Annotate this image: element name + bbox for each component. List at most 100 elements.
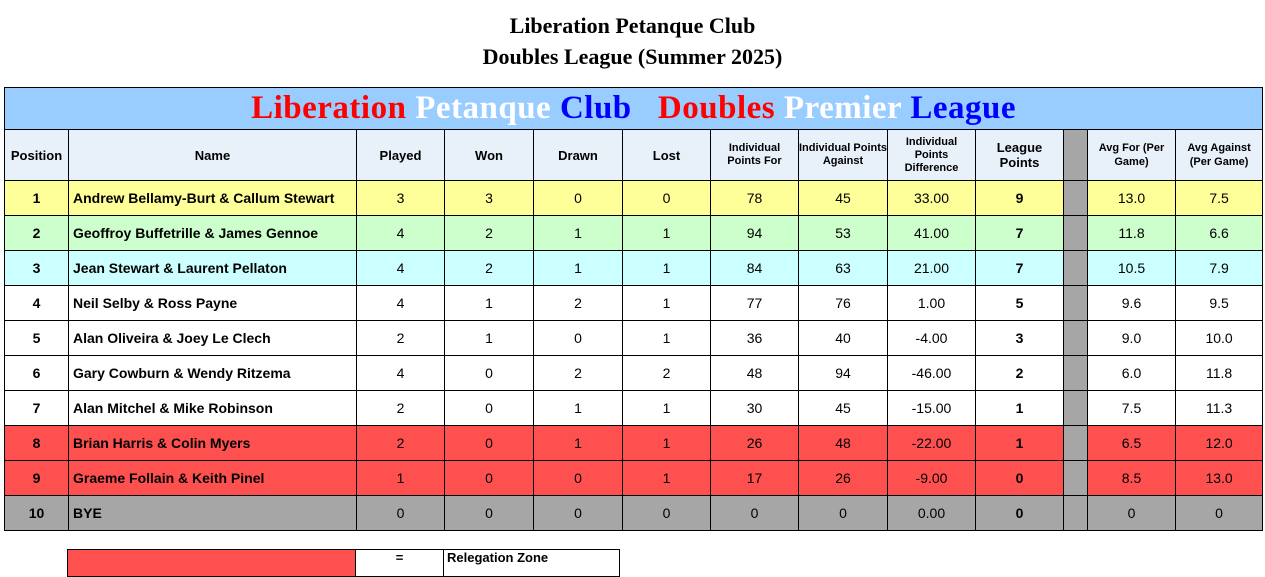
cell-avg-against: 6.6 (1174, 215, 1264, 251)
cell-avg-for: 13.0 (1087, 180, 1176, 216)
cell-league-points: 1 (975, 390, 1064, 426)
cell-league-points: 0 (975, 495, 1064, 531)
banner-word: Club (559, 90, 632, 126)
column-separator (1063, 355, 1088, 391)
cell-points-for: 77 (710, 285, 799, 321)
cell-drawn: 1 (533, 390, 623, 426)
cell-points-for: 84 (710, 250, 799, 286)
cell-avg-against: 10.0 (1174, 320, 1264, 356)
cell-avg-against: 13.0 (1174, 460, 1264, 496)
header-won: Won (444, 129, 534, 181)
cell-won: 0 (444, 355, 534, 391)
column-separator (1063, 285, 1088, 321)
cell-position: 8 (4, 425, 69, 461)
cell-avg-against: 7.9 (1174, 250, 1264, 286)
column-separator (1063, 320, 1088, 356)
legend-swatch (67, 549, 356, 577)
header-avg-against: Avg Against (Per Game) (1174, 129, 1264, 181)
column-separator (1063, 250, 1088, 286)
cell-lost: 1 (622, 425, 711, 461)
league-table: Liberation Petanque Club Doubles Premier… (3, 87, 1264, 531)
cell-lost: 1 (622, 390, 711, 426)
cell-difference: 0.00 (887, 495, 976, 531)
cell-drawn: 1 (533, 215, 623, 251)
header-lost: Lost (622, 129, 711, 181)
cell-avg-against: 7.5 (1174, 180, 1264, 216)
cell-won: 1 (444, 320, 534, 356)
cell-won: 2 (444, 250, 534, 286)
column-separator (1063, 129, 1088, 181)
table-row: 6 Gary Cowburn & Wendy Ritzema 4 0 2 2 48 94 -46… (4, 355, 1264, 391)
cell-league-points: 7 (975, 215, 1064, 251)
cell-drawn: 0 (533, 460, 623, 496)
cell-played: 2 (356, 425, 445, 461)
cell-lost: 0 (622, 495, 711, 531)
column-separator (1063, 460, 1088, 496)
cell-won: 0 (444, 390, 534, 426)
cell-avg-for: 11.8 (1087, 215, 1176, 251)
cell-difference: 41.00 (887, 215, 976, 251)
cell-points-against: 94 (798, 355, 888, 391)
cell-points-against: 45 (798, 390, 888, 426)
header-points-difference: Individual Points Difference (887, 129, 976, 181)
cell-position: 7 (4, 390, 69, 426)
cell-name: Graeme Follain & Keith Pinel (68, 460, 357, 496)
cell-played: 4 (356, 285, 445, 321)
cell-name: BYE (68, 495, 357, 531)
cell-drawn: 2 (533, 355, 623, 391)
document-title: Liberation Petanque Club Doubles League … (0, 10, 1265, 72)
league-banner: Liberation Petanque Club Doubles Premier… (3, 87, 1264, 130)
cell-lost: 2 (622, 355, 711, 391)
cell-points-for: 0 (710, 495, 799, 531)
cell-played: 4 (356, 215, 445, 251)
cell-avg-against: 0 (1174, 495, 1264, 531)
cell-position: 6 (4, 355, 69, 391)
cell-points-against: 40 (798, 320, 888, 356)
cell-position: 4 (4, 285, 69, 321)
table-row: 10 BYE 0 0 0 0 0 0 0.00 0 0 0 (4, 495, 1264, 531)
cell-league-points: 5 (975, 285, 1064, 321)
header-name: Name (68, 129, 357, 181)
cell-points-against: 45 (798, 180, 888, 216)
cell-difference: -9.00 (887, 460, 976, 496)
cell-avg-for: 10.5 (1087, 250, 1176, 286)
cell-played: 4 (356, 250, 445, 286)
cell-name: Alan Mitchel & Mike Robinson (68, 390, 357, 426)
table-row: 4 Neil Selby & Ross Payne 4 1 2 1 77 76 1.00 5 9.6… (4, 285, 1264, 321)
cell-won: 1 (444, 285, 534, 321)
cell-points-for: 26 (710, 425, 799, 461)
cell-difference: 33.00 (887, 180, 976, 216)
cell-avg-for: 8.5 (1087, 460, 1176, 496)
table-row: 7 Alan Mitchel & Mike Robinson 2 0 1 1 30 45 -15… (4, 390, 1264, 426)
cell-points-for: 36 (710, 320, 799, 356)
cell-lost: 1 (622, 320, 711, 356)
banner-word: Premier (783, 90, 902, 126)
cell-name: Brian Harris & Colin Myers (68, 425, 357, 461)
cell-position: 5 (4, 320, 69, 356)
column-separator (1063, 425, 1088, 461)
cell-league-points: 3 (975, 320, 1064, 356)
table-row: 1 Andrew Bellamy-Burt & Callum Stewart 3 3 0… (4, 180, 1264, 216)
cell-points-against: 76 (798, 285, 888, 321)
cell-points-against: 0 (798, 495, 888, 531)
header-avg-for: Avg For (Per Game) (1087, 129, 1176, 181)
cell-lost: 0 (622, 180, 711, 216)
cell-drawn: 1 (533, 250, 623, 286)
cell-avg-against: 11.8 (1174, 355, 1264, 391)
table-row: 9 Graeme Follain & Keith Pinel 1 0 0 1 17 26 -9.… (4, 460, 1264, 496)
cell-name: Alan Oliveira & Joey Le Clech (68, 320, 357, 356)
cell-drawn: 0 (533, 320, 623, 356)
title-line-2: Doubles League (Summer 2025) (482, 44, 783, 69)
cell-difference: 1.00 (887, 285, 976, 321)
cell-name: Andrew Bellamy-Burt & Callum Stewart (68, 180, 357, 216)
cell-won: 0 (444, 460, 534, 496)
cell-played: 4 (356, 355, 445, 391)
table-row: 5 Alan Oliveira & Joey Le Clech 2 1 0 1 36 40 -4… (4, 320, 1264, 356)
banner-word: Doubles (657, 90, 776, 126)
cell-points-against: 26 (798, 460, 888, 496)
cell-position: 3 (4, 250, 69, 286)
banner-word: Petanque (415, 90, 552, 126)
cell-drawn: 2 (533, 285, 623, 321)
banner-word: Liberation (251, 90, 407, 126)
cell-difference: -15.00 (887, 390, 976, 426)
